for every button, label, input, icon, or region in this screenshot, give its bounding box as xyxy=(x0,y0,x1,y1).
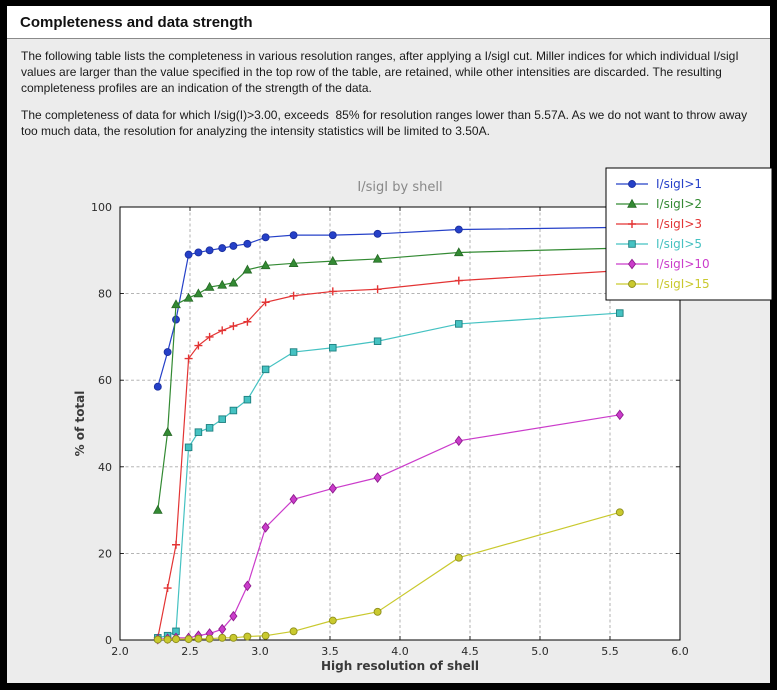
report-page: Completeness and data strength The follo… xyxy=(7,6,773,683)
svg-text:6.0: 6.0 xyxy=(671,645,689,658)
legend-label: I/sigI>5 xyxy=(656,237,702,251)
svg-text:100: 100 xyxy=(91,201,112,214)
svg-text:4.5: 4.5 xyxy=(461,645,479,658)
series-i-sigi-2 xyxy=(152,242,625,514)
page-header: Completeness and data strength xyxy=(7,6,770,39)
figure-container: 2.0 2.5 3.0 3.5 4.0 4.5 5.0 5.5 6.0 0 20 40 60 80 100 H… xyxy=(70,163,777,677)
legend-label: I/sigI>3 xyxy=(656,217,702,231)
svg-text:2.0: 2.0 xyxy=(111,645,129,658)
svg-text:I/sigI by shell: I/sigI by shell xyxy=(357,180,442,195)
legend-label: I/sigI>10 xyxy=(656,257,710,271)
svg-text:0: 0 xyxy=(105,634,112,647)
svg-text:40: 40 xyxy=(98,461,112,474)
legend-label: I/sigI>1 xyxy=(656,177,702,191)
svg-text:60: 60 xyxy=(98,374,112,387)
page-title: Completeness and data strength xyxy=(20,14,253,31)
legend-label: I/sigI>15 xyxy=(656,277,710,291)
svg-text:% of total: % of total xyxy=(73,391,87,457)
legend-label: I/sigI>2 xyxy=(656,197,702,211)
svg-text:5.0: 5.0 xyxy=(531,645,549,658)
svg-text:4.0: 4.0 xyxy=(391,645,409,658)
paragraph-completeness-intro: The following table lists the completene… xyxy=(21,49,743,95)
chart-legend: I/sigI>1 I/sigI>2 I/sigI>3 I/sigI>5 I/sigI>1… xyxy=(605,167,773,301)
svg-text:High resolution of shell: High resolution of shell xyxy=(321,659,479,673)
svg-text:5.5: 5.5 xyxy=(601,645,619,658)
completeness-chart: 2.0 2.5 3.0 3.5 4.0 4.5 5.0 5.5 6.0 0 20 40 60 80 100 H… xyxy=(73,167,773,673)
svg-text:80: 80 xyxy=(98,288,112,301)
description-text: The following table lists the completene… xyxy=(7,39,770,140)
svg-text:3.5: 3.5 xyxy=(321,645,339,658)
paragraph-resolution-cutoff: The completeness of data for which I/sig… xyxy=(21,108,751,139)
svg-text:3.0: 3.0 xyxy=(251,645,269,658)
svg-text:2.5: 2.5 xyxy=(181,645,199,658)
series-i-sigi-15 xyxy=(153,508,624,644)
svg-text:20: 20 xyxy=(98,547,112,560)
